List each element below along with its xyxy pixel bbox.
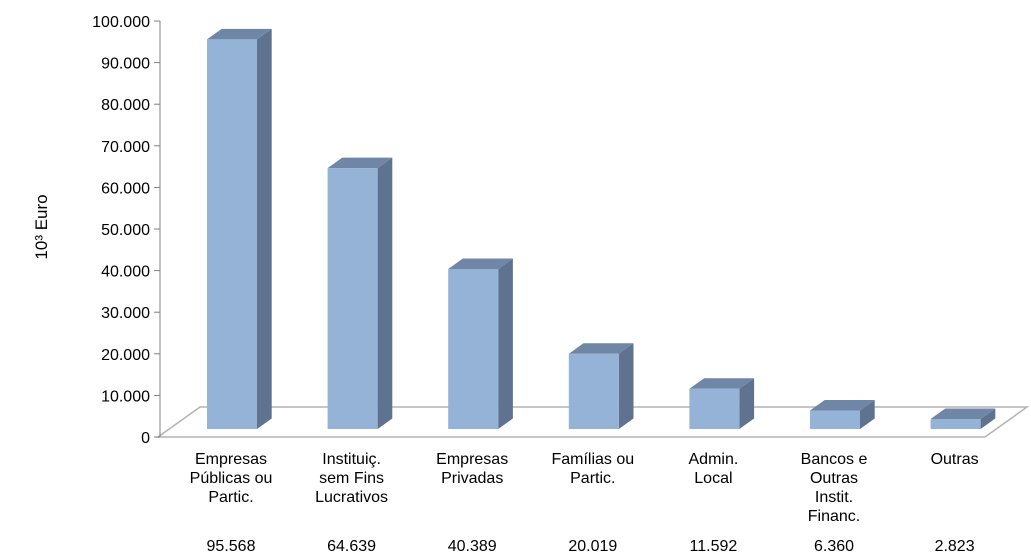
value-label: 2.823 bbox=[935, 538, 975, 555]
y-tick-label: 40.000 bbox=[101, 264, 150, 281]
value-label: 64.639 bbox=[327, 538, 376, 555]
value-label: 40.389 bbox=[448, 538, 497, 555]
value-label: 11.592 bbox=[690, 538, 738, 555]
y-tick-label: 70.000 bbox=[101, 139, 150, 156]
bar-top bbox=[810, 400, 875, 411]
bar bbox=[810, 400, 875, 429]
bar-front bbox=[207, 39, 257, 429]
category-label: Outras bbox=[931, 451, 979, 468]
bar bbox=[207, 28, 272, 429]
bar-side bbox=[257, 28, 272, 429]
y-axis: 0 10.000 20.000 30.000 40.000 50.000 60.000 70.… bbox=[92, 14, 161, 447]
category-label: Admin. Local bbox=[689, 451, 739, 487]
bar-side bbox=[739, 378, 755, 429]
bar-front bbox=[327, 168, 378, 430]
bar-top bbox=[930, 408, 996, 419]
bar bbox=[568, 343, 634, 429]
bar-top bbox=[448, 258, 513, 269]
value-labels: 95.568 64.639 40.389 20.019 11.592 6.360 2.823 bbox=[207, 538, 975, 555]
bar-top bbox=[327, 157, 393, 169]
y-tick-label: 10.000 bbox=[101, 388, 150, 405]
chart-floor bbox=[155, 406, 1030, 438]
bar-front bbox=[448, 268, 499, 429]
bar bbox=[930, 408, 996, 429]
y-axis-title: 10³ Euro bbox=[32, 194, 51, 259]
category-label: Famílias ou Partic. bbox=[551, 451, 634, 487]
floor-outline bbox=[155, 406, 1030, 438]
value-label: 95.568 bbox=[207, 538, 256, 555]
category-labels: Empresas Públicas ou Partic. Instituiç. sem … bbox=[190, 451, 979, 525]
category-label: Bancos e Outras Instit. Financ. bbox=[801, 451, 868, 525]
value-label: 6.360 bbox=[814, 538, 854, 555]
y-tick-label: 20.000 bbox=[101, 347, 150, 364]
bar-top bbox=[568, 343, 634, 354]
y-tick-label: 50.000 bbox=[101, 222, 150, 239]
value-label: 20.019 bbox=[568, 538, 617, 555]
bar-front bbox=[930, 419, 981, 429]
bar-side bbox=[377, 157, 393, 430]
bar-front bbox=[568, 353, 619, 429]
bar-top bbox=[207, 28, 272, 40]
category-label: Empresas Públicas ou Partic. bbox=[190, 451, 273, 506]
bar-top bbox=[689, 378, 755, 389]
bars bbox=[207, 28, 996, 430]
bar-side bbox=[618, 343, 634, 429]
bar-side bbox=[860, 400, 875, 429]
bar-front bbox=[689, 388, 740, 429]
bar bbox=[327, 157, 393, 430]
category-label: Instituiç. sem Fins Lucrativos bbox=[315, 451, 388, 506]
y-tick-label: 90.000 bbox=[101, 56, 150, 73]
y-tick-label: 60.000 bbox=[101, 180, 150, 197]
bar bbox=[689, 378, 755, 429]
y-tick-label: 80.000 bbox=[101, 97, 150, 114]
bar-side bbox=[498, 258, 513, 429]
bar-front bbox=[810, 410, 860, 429]
category-label: Empresas Privadas bbox=[436, 451, 508, 487]
bar bbox=[448, 258, 513, 429]
y-tick-label: 0 bbox=[141, 430, 150, 447]
bar-side bbox=[980, 408, 996, 429]
y-tick-label: 30.000 bbox=[101, 305, 150, 322]
y-tick-label: 100.000 bbox=[92, 14, 150, 31]
